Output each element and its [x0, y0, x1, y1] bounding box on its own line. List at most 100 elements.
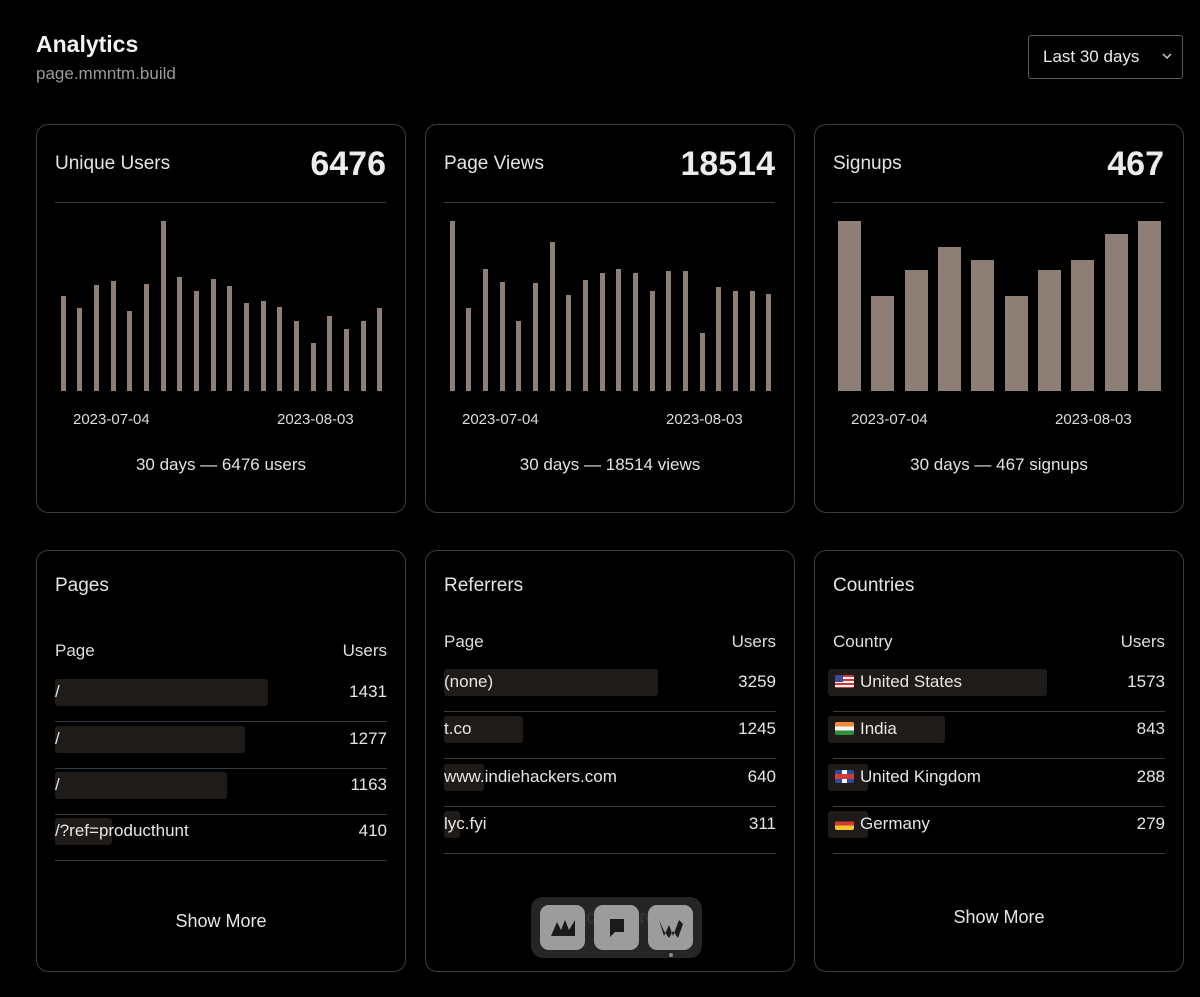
table-row[interactable]: (none) 3259 [444, 665, 776, 712]
table-row[interactable]: /?ref=producthunt 410 [55, 814, 387, 861]
chart-bar [549, 242, 555, 391]
chart-bar [666, 270, 672, 391]
app-dock [531, 897, 702, 958]
row-value: 3259 [738, 672, 776, 691]
panel-title: Referrers [444, 575, 524, 596]
chart-bar [343, 329, 349, 391]
bar-chart [833, 215, 1166, 391]
chart-bar [516, 321, 522, 391]
chart-bar [749, 291, 755, 391]
chart-bar [599, 273, 605, 391]
india-flag-icon [835, 722, 854, 735]
divider [833, 202, 1164, 203]
divider [444, 202, 775, 203]
countries-panel: Countries Country Users United States 15… [814, 550, 1184, 972]
row-value: 843 [1136, 719, 1165, 738]
country-name: United States [860, 672, 963, 691]
row-value: 311 [748, 814, 776, 833]
chart-bar [616, 268, 622, 391]
table-row[interactable]: t.co 1245 [444, 712, 776, 759]
table-row[interactable]: Germany 279 [828, 807, 1165, 854]
table-row[interactable]: / 1277 [55, 722, 387, 769]
chart-bar [766, 293, 772, 391]
table-row[interactable]: United States 1573 [828, 665, 1165, 712]
row-label: / [55, 682, 60, 701]
mmntm-app-icon[interactable] [540, 905, 585, 950]
table-row[interactable]: lyc.fyi 311 [444, 807, 776, 854]
chart-bar [871, 296, 895, 391]
row-share-bar [444, 764, 484, 791]
x-tick-label: 2023-07-04 [73, 411, 150, 428]
page-subtitle: page.mmntm.build [36, 64, 176, 83]
germany-flag-icon [835, 817, 854, 830]
show-more-button[interactable]: Show More [953, 907, 1045, 927]
stat-value: 467 [1107, 145, 1164, 183]
stat-value: 6476 [310, 145, 386, 183]
row-share-bar [55, 818, 112, 845]
message-app-icon[interactable] [594, 905, 639, 950]
date-range-select[interactable]: Last 30 days [1028, 35, 1183, 79]
chart-bar [293, 321, 299, 391]
panel-title: Countries [833, 575, 915, 596]
table-row[interactable]: / 1431 [55, 675, 387, 722]
chart-bar [243, 303, 249, 391]
table-row[interactable]: www.indiehackers.com 640 [444, 760, 776, 807]
row-share-bar [444, 669, 658, 696]
row-label: Germany [833, 814, 930, 834]
chart-bar [632, 273, 638, 391]
chart-bar [310, 342, 316, 391]
row-label: United States [833, 672, 962, 692]
chart-bar [699, 332, 705, 391]
chart-bar [210, 278, 216, 391]
country-name: India [860, 719, 897, 738]
row-value: 1431 [349, 682, 387, 701]
active-indicator [669, 953, 673, 957]
chart-bar [160, 221, 166, 391]
row-label: / [55, 775, 60, 794]
row-label: India [833, 719, 897, 739]
chart-bar [449, 221, 455, 391]
country-name: United Kingdom [860, 767, 981, 786]
chart-bar [1137, 221, 1161, 391]
row-value: 640 [747, 767, 776, 786]
signups-card: Signups 467 2023-07-04 2023-08-03 30 day… [814, 124, 1184, 513]
chart-bar [466, 308, 472, 391]
row-share-bar [55, 679, 268, 706]
show-more-button[interactable]: Show More [175, 911, 267, 931]
chart-bar [110, 281, 116, 391]
row-label: /?ref=producthunt [55, 821, 189, 840]
writer-app-icon[interactable] [648, 905, 693, 950]
row-share-bar [55, 772, 227, 799]
row-share-bar [444, 716, 523, 743]
panel-title: Pages [55, 575, 109, 596]
x-tick-label: 2023-07-04 [462, 411, 539, 428]
row-value: 1163 [350, 775, 387, 794]
stat-summary: 30 days — 18514 views [519, 455, 701, 474]
row-label: / [55, 729, 60, 748]
row-label: lyc.fyi [444, 814, 487, 833]
column-header-page: Page [444, 632, 484, 651]
table-row[interactable]: United Kingdom 288 [828, 760, 1165, 807]
us-flag-icon [835, 675, 854, 688]
table-row[interactable]: / 1163 [55, 768, 387, 815]
table-row[interactable]: India 843 [828, 712, 1165, 759]
chart-bar [260, 300, 266, 391]
chart-bar [971, 260, 995, 391]
chart-bar [583, 279, 589, 391]
stat-summary: 30 days — 6476 users [135, 455, 307, 474]
x-tick-label: 2023-08-03 [666, 411, 743, 428]
chart-bar [483, 268, 489, 391]
unique-users-card: Unique Users 6476 2023-07-04 2023-08-03 … [36, 124, 406, 513]
stat-summary: 30 days — 467 signups [910, 455, 1088, 474]
row-label: t.co [444, 719, 472, 738]
chart-bar [94, 285, 100, 391]
row-value: 279 [1136, 814, 1165, 833]
chart-bar [277, 306, 283, 391]
chart-bar [360, 320, 366, 391]
row-label: (none) [444, 672, 494, 691]
chart-bar [1037, 270, 1061, 391]
row-value: 1573 [1127, 672, 1165, 691]
x-tick-label: 2023-08-03 [277, 411, 354, 428]
column-header-country: Country [833, 632, 893, 651]
row-share-bar [828, 669, 1047, 696]
